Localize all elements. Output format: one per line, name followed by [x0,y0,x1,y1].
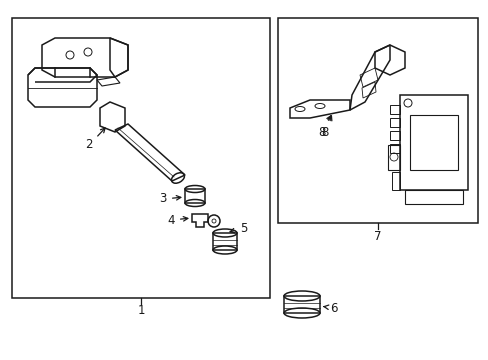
Bar [389,131,399,140]
Bar [399,95,467,190]
Text: 3: 3 [159,193,181,206]
Bar [387,145,399,170]
Bar [391,172,399,190]
Bar [12,18,269,298]
Bar [389,144,399,153]
Text: 1: 1 [137,305,144,318]
Bar [284,296,319,313]
Bar [278,18,477,223]
Text: 8: 8 [318,116,330,139]
Bar [184,189,204,203]
Text: 6: 6 [323,302,337,315]
Text: 4: 4 [167,213,187,226]
Bar [213,233,237,250]
Bar [389,105,399,114]
Text: 7: 7 [373,230,381,243]
Bar [404,190,462,204]
Bar [409,115,457,170]
Text: 5: 5 [229,221,247,234]
Text: 8: 8 [321,116,331,139]
Bar [389,118,399,127]
Text: 2: 2 [85,128,105,152]
